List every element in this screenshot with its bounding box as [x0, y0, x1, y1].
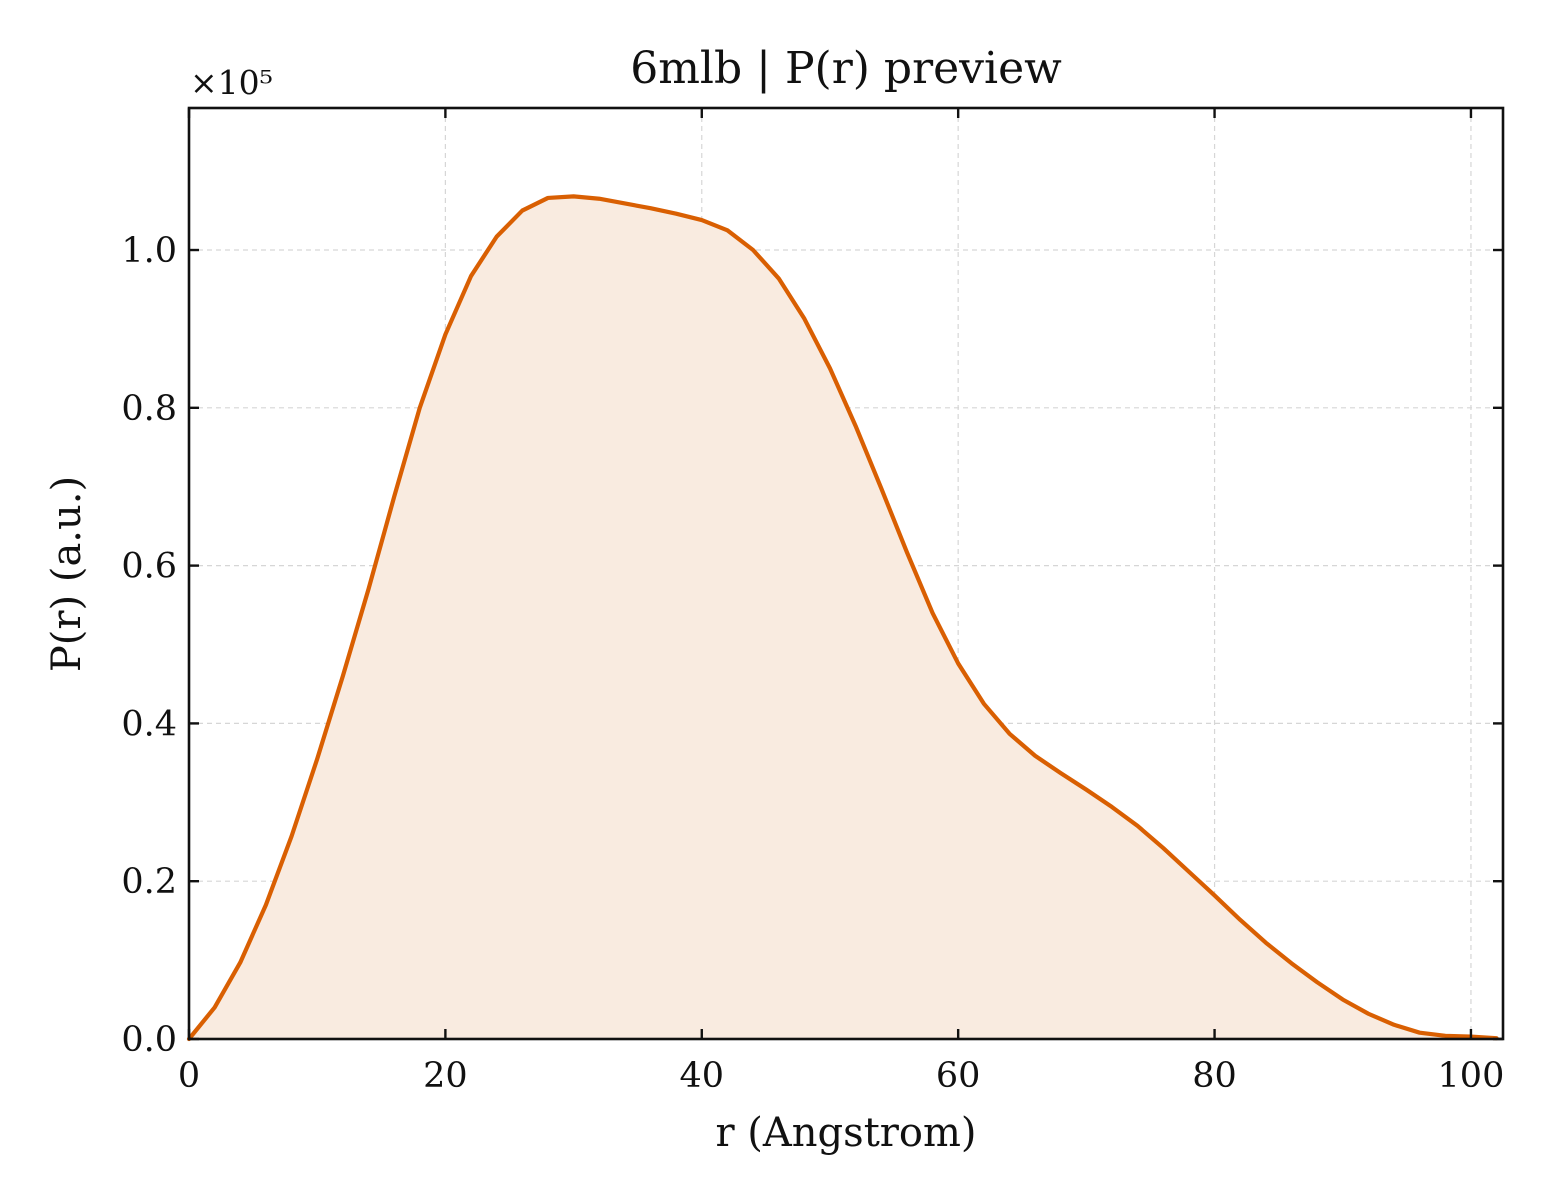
y-tick-label: 0.2 — [121, 862, 177, 902]
y-tick-label: 0.8 — [121, 389, 177, 429]
x-tick-label: 60 — [936, 1056, 981, 1096]
ticks — [187, 108, 1503, 1041]
chart-title: 6mlb | P(r) preview — [630, 43, 1062, 94]
y-tick-label: 1.0 — [121, 231, 177, 271]
y-tick-label: 0.4 — [121, 704, 177, 744]
y-offset-label: ×10⁵ — [190, 63, 273, 102]
y-tick-label: 0.6 — [121, 547, 177, 587]
pr-series-line — [186, 194, 1499, 1042]
x-tick-label: 0 — [178, 1056, 200, 1096]
pr-area-fill — [189, 196, 1497, 1039]
x-tick-label: 40 — [680, 1056, 725, 1096]
tick-labels: 0 20 40 60 80 100 0.0 0.2 0.4 0.6 0.8 1.0 — [121, 231, 1504, 1096]
x-tick-label: 100 — [1438, 1056, 1505, 1096]
x-axis-label: r (Angstrom) — [715, 1110, 976, 1156]
x-tick-label: 20 — [423, 1056, 468, 1096]
x-tick-label: 80 — [1192, 1056, 1237, 1096]
y-tick-label: 0.0 — [121, 1020, 177, 1060]
plot-frame — [187, 106, 1505, 1041]
y-axis-label: P(r) (a.u.) — [44, 476, 90, 672]
